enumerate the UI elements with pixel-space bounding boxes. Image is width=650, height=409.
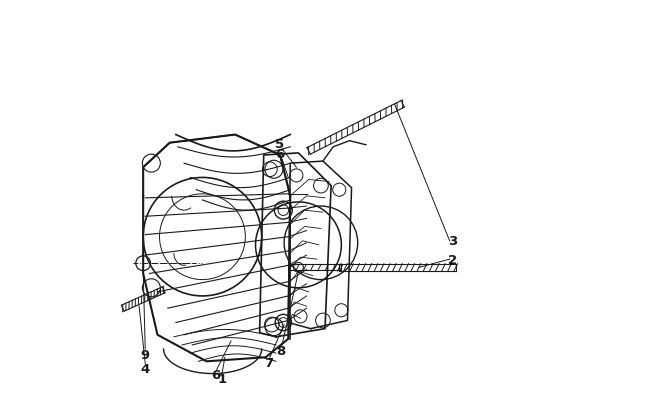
- Text: 5: 5: [276, 138, 285, 151]
- Text: 4: 4: [140, 362, 150, 375]
- Text: 7: 7: [264, 356, 273, 369]
- Text: 1: 1: [218, 373, 227, 385]
- Text: 8: 8: [276, 344, 285, 357]
- Text: 9: 9: [140, 348, 150, 361]
- Text: 6: 6: [211, 369, 220, 381]
- Text: 3: 3: [448, 235, 457, 248]
- Text: 2: 2: [448, 253, 457, 266]
- Text: 6: 6: [276, 148, 285, 161]
